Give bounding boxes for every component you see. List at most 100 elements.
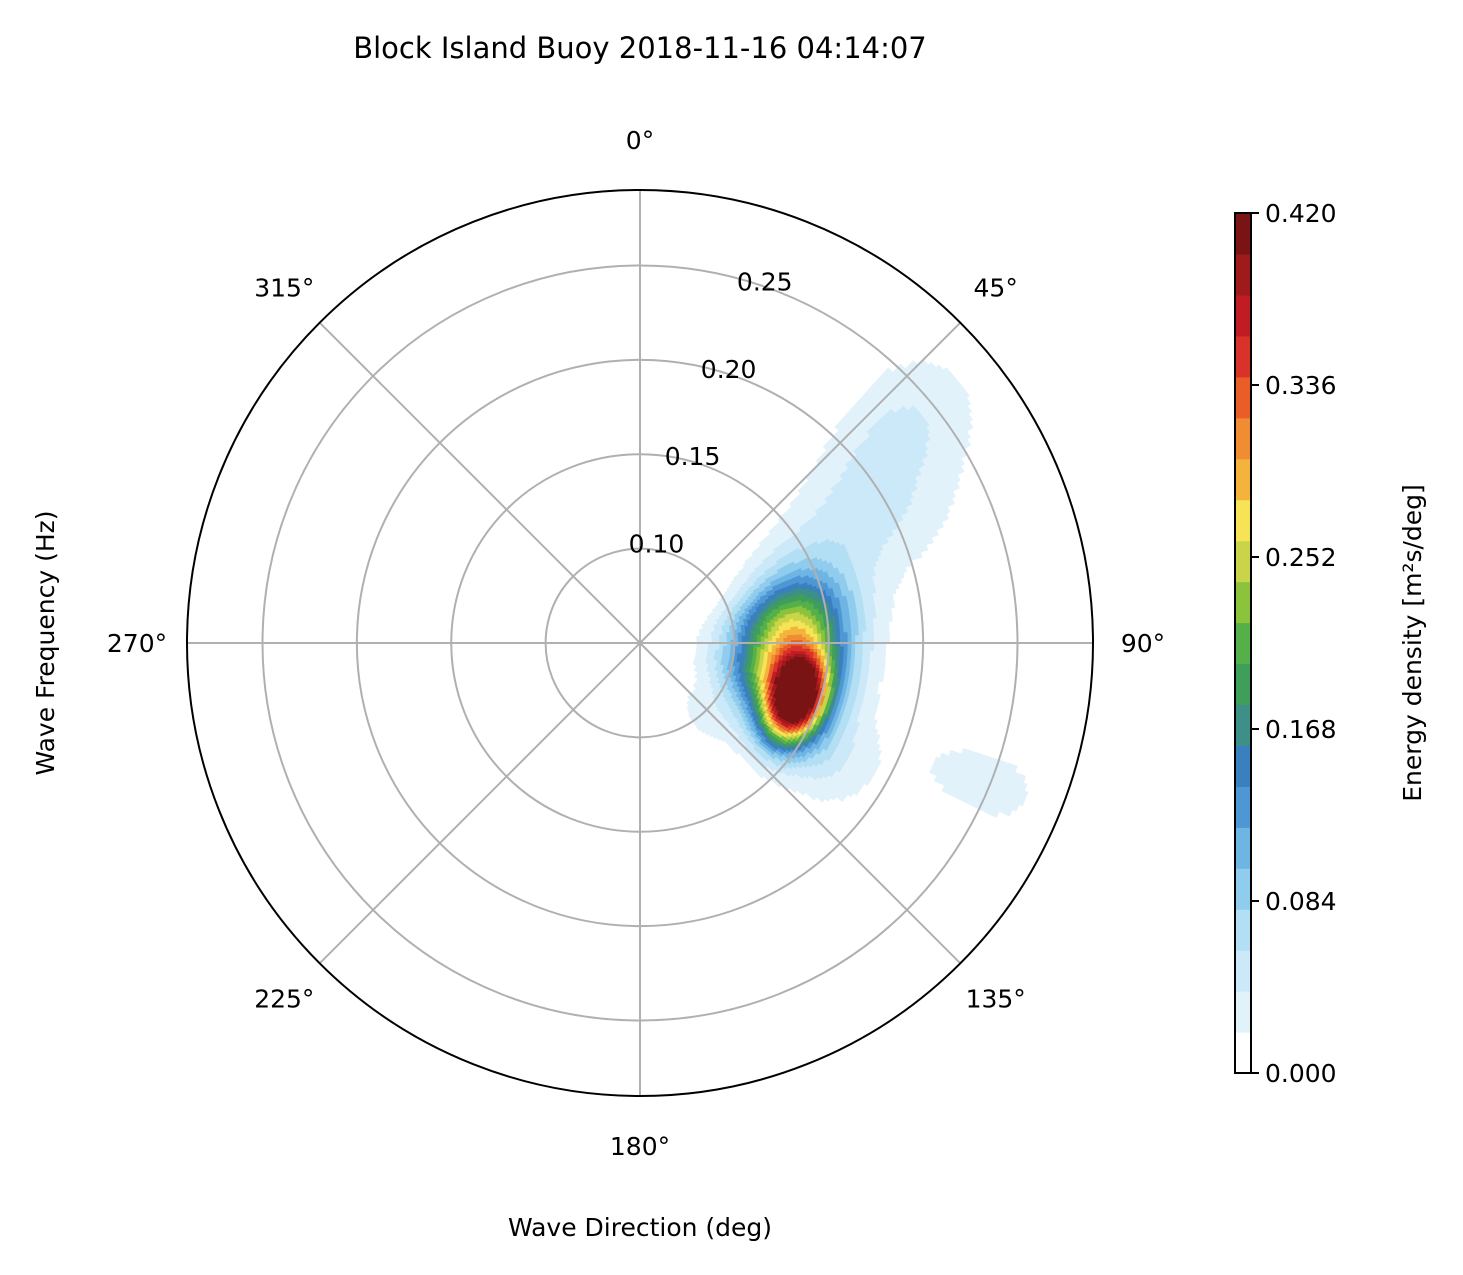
contour-cell: [790, 637, 796, 641]
contour-cell: [715, 634, 720, 637]
contour-cell: [752, 632, 758, 636]
contour-cell: [698, 658, 703, 662]
contour-cell: [747, 676, 753, 680]
contour-cell: [805, 637, 811, 641]
contour-cell: [978, 802, 987, 812]
contour-cell: [716, 619, 722, 623]
contour-cell: [843, 624, 848, 630]
contour-cell: [846, 620, 852, 626]
contour-cell: [741, 612, 747, 616]
contour-cell: [793, 620, 799, 625]
contour-cell: [1002, 805, 1010, 815]
contour-cell: [836, 643, 841, 648]
contour-cell: [756, 636, 762, 640]
contour-cell: [793, 623, 799, 628]
contour-cell: [697, 685, 702, 690]
contour-cell: [732, 609, 738, 613]
contour-cell: [856, 608, 862, 614]
contour-cell: [774, 659, 780, 663]
contour-cell: [717, 659, 722, 663]
contour-cell: [817, 674, 823, 679]
contour-cell: [722, 647, 728, 650]
contour-cell: [886, 607, 892, 614]
contour-cell: [771, 635, 777, 639]
contour-cell: [796, 662, 802, 667]
contour-cell: [786, 627, 792, 631]
contour-cell: [841, 610, 847, 616]
contour-cell: [944, 499, 952, 508]
contour-cell: [974, 793, 983, 803]
contour-cell: [858, 654, 864, 660]
contour-cell: [974, 765, 982, 775]
contour-cell: [695, 654, 700, 657]
contour-cell: [707, 645, 713, 647]
contour-cell: [710, 667, 716, 671]
contour-cell: [853, 612, 859, 618]
contour-cell: [973, 778, 981, 788]
contour-cell: [836, 646, 841, 651]
contour-cell: [710, 627, 715, 630]
contour-cell: [698, 676, 703, 681]
contour-cell: [828, 636, 834, 641]
contour-cell: [745, 669, 751, 673]
contour-cell: [701, 660, 707, 664]
contour-cell: [705, 625, 711, 628]
contour-cell: [957, 450, 965, 459]
contour-cell: [977, 766, 985, 776]
contour-cell: [865, 658, 871, 664]
contour-cell: [879, 613, 885, 619]
contour-cell: [862, 643, 868, 648]
contour-cell: [858, 627, 864, 633]
contour-cell: [764, 636, 770, 639]
contour-cell: [706, 655, 712, 659]
contour-cell: [694, 658, 699, 662]
contour-cell: [869, 618, 874, 624]
contour-cell: [735, 677, 741, 682]
contour-cell: [741, 648, 747, 651]
contour-cell: [859, 607, 866, 613]
contour-cell: [748, 608, 754, 613]
contour-cell: [987, 784, 995, 794]
contour-cell: [818, 610, 824, 616]
contour-cell: [701, 659, 707, 663]
contour-cell: [786, 653, 792, 657]
contour-cell: [692, 663, 698, 667]
contour-cell: [722, 666, 728, 670]
contour-cell: [832, 632, 837, 637]
contour-cell: [828, 676, 835, 682]
contour-cell: [699, 665, 705, 669]
contour-cell: [874, 605, 881, 611]
contour-cell: [880, 655, 886, 661]
contour-cell: [801, 651, 807, 656]
contour-cell: [818, 668, 824, 673]
contour-cell: [705, 659, 711, 662]
contour-cell: [721, 657, 727, 660]
contour-cell: [813, 646, 819, 650]
contour-cell: [861, 662, 867, 668]
contour-cell: [716, 608, 722, 613]
contour-cell: [809, 633, 815, 638]
contour-cell: [898, 572, 905, 579]
contour-cell: [842, 621, 848, 626]
contour-cell: [741, 651, 747, 655]
contour-cell: [813, 636, 819, 641]
contour-cell: [866, 630, 871, 636]
contour-cell: [771, 654, 777, 658]
contour-cell: [851, 635, 856, 640]
contour-cell: [775, 647, 781, 651]
contour-cell: [1003, 783, 1011, 793]
contour-cell: [708, 672, 714, 676]
contour-cell: [764, 633, 769, 637]
contour-cell: [963, 761, 971, 770]
contour-cell: [860, 670, 866, 676]
contour-cell: [741, 650, 747, 653]
contour-cell: [858, 650, 864, 656]
contour-cell: [709, 659, 715, 662]
contour-cell: [828, 646, 834, 651]
contour-cell: [734, 637, 739, 640]
contour-cell: [707, 666, 713, 670]
contour-cell: [805, 648, 811, 653]
contour-cell: [973, 758, 980, 767]
contour-cell: [699, 652, 705, 655]
contour-cell: [972, 771, 980, 780]
